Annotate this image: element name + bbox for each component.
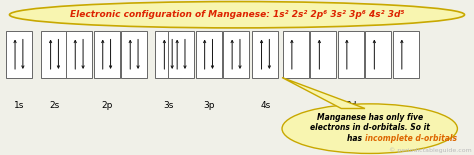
FancyBboxPatch shape [155,31,181,78]
FancyBboxPatch shape [310,31,337,78]
FancyBboxPatch shape [168,31,194,78]
FancyBboxPatch shape [6,31,32,78]
FancyBboxPatch shape [337,31,364,78]
FancyBboxPatch shape [121,31,147,78]
FancyBboxPatch shape [94,31,119,78]
Text: 2p: 2p [101,101,112,110]
Text: 1s: 1s [14,101,24,110]
FancyBboxPatch shape [365,31,392,78]
Text: 2s: 2s [49,101,60,110]
Text: 4s: 4s [260,101,271,110]
Text: Manganese has only five: Manganese has only five [317,113,423,122]
Text: electrons in d-orbitals. So it: electrons in d-orbitals. So it [310,123,429,132]
Text: 3s: 3s [163,101,173,110]
FancyBboxPatch shape [252,31,279,78]
Text: incomplete d-orbitals: incomplete d-orbitals [365,134,457,143]
Polygon shape [282,78,365,108]
Text: 3p: 3p [203,101,214,110]
FancyBboxPatch shape [195,31,221,78]
FancyBboxPatch shape [223,31,249,78]
FancyBboxPatch shape [392,31,419,78]
FancyBboxPatch shape [66,31,92,78]
FancyBboxPatch shape [42,31,67,78]
Text: has: has [347,134,365,143]
Ellipse shape [282,104,457,153]
FancyBboxPatch shape [283,31,309,78]
Text: © periodictableguide.com: © periodictableguide.com [389,148,472,153]
Text: Electronic configuration of Manganese: 1s² 2s² 2p⁶ 3s² 3p⁶ 4s² 3d⁵: Electronic configuration of Manganese: 1… [70,10,404,19]
Ellipse shape [9,2,465,28]
Text: 3d: 3d [345,101,356,110]
